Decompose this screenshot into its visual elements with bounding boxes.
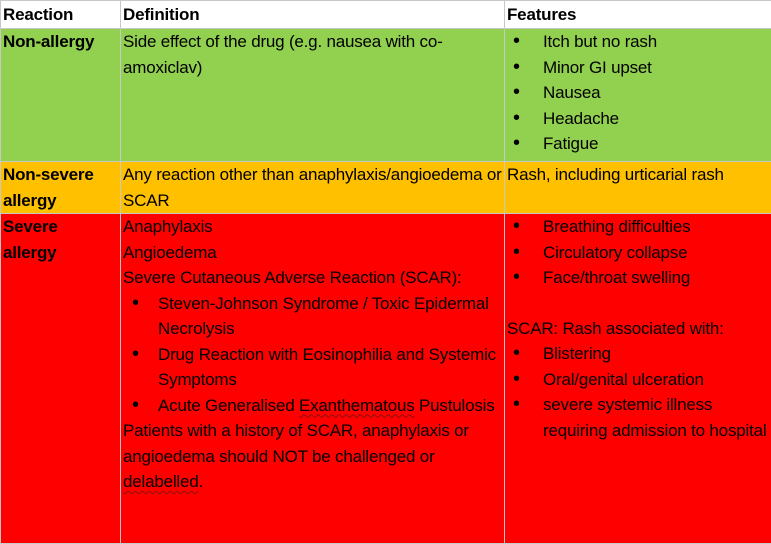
scar-type-item: Drug Reaction with Eosinophilia and Syst… — [123, 342, 502, 393]
definition-cell: Any reaction other than anaphylaxis/angi… — [121, 162, 505, 214]
feature-item: Circulatory collapse — [507, 240, 769, 266]
row-non-allergy: Non-allergy Side effect of the drug (e.g… — [1, 29, 771, 162]
feature-item: Blistering — [507, 341, 769, 367]
reaction-line: Non-severe — [3, 162, 118, 188]
header-definition: Definition — [121, 1, 505, 29]
header-features: Features — [505, 1, 771, 29]
feature-item: Nausea — [507, 80, 769, 106]
feature-item: Face/throat swelling — [507, 265, 769, 291]
definition-line: Angioedema — [123, 240, 502, 266]
feature-item: Minor GI upset — [507, 55, 769, 81]
text: Pustulosis — [415, 396, 495, 415]
features-cell: Breathing difficulties Circulatory colla… — [505, 214, 771, 544]
feature-item: Breathing difficulties — [507, 214, 769, 240]
definition-cell: Side effect of the drug (e.g. nausea wit… — [121, 29, 505, 162]
feature-item: Itch but no rash — [507, 29, 769, 55]
reaction-cell: Severe allergy — [1, 214, 121, 544]
reaction-line: allergy — [3, 188, 118, 214]
feature-item: Fatigue — [507, 131, 769, 157]
spellcheck-word: Exanthematous — [299, 396, 415, 415]
feature-item: Oral/genital ulceration — [507, 367, 769, 393]
reaction-line: Severe — [3, 214, 118, 240]
definition-cell: Anaphylaxis Angioedema Severe Cutaneous … — [121, 214, 505, 544]
scar-type-item: Acute Generalised Exanthematous Pustulos… — [123, 393, 502, 419]
spellcheck-word: delabelled — [123, 472, 199, 491]
scar-type-item: Steven-Johnson Syndrome / Toxic Epiderma… — [123, 291, 502, 342]
warning-note: Patients with a history of SCAR, anaphyl… — [123, 418, 502, 495]
features-cell: Itch but no rash Minor GI upset Nausea H… — [505, 29, 771, 162]
header-reaction: Reaction — [1, 1, 121, 29]
text: . — [199, 472, 204, 491]
row-severe-allergy: Severe allergy Anaphylaxis Angioedema Se… — [1, 214, 771, 544]
spacer — [507, 291, 769, 316]
scar-heading: SCAR: Rash associated with: — [507, 316, 769, 342]
feature-item: Headache — [507, 106, 769, 132]
features-cell: Rash, including urticarial rash — [505, 162, 771, 214]
reaction-cell: Non-severe allergy — [1, 162, 121, 214]
reaction-line: allergy — [3, 240, 118, 266]
text: Acute Generalised — [158, 396, 299, 415]
header-row: Reaction Definition Features — [1, 1, 771, 29]
definition-line: Severe Cutaneous Adverse Reaction (SCAR)… — [123, 265, 502, 291]
row-non-severe-allergy: Non-severe allergy Any reaction other th… — [1, 162, 771, 214]
definition-line: Anaphylaxis — [123, 214, 502, 240]
feature-item: severe systemic illness requiring admiss… — [507, 392, 769, 443]
text: Patients with a history of SCAR, anaphyl… — [123, 421, 469, 466]
reaction-cell: Non-allergy — [1, 29, 121, 162]
